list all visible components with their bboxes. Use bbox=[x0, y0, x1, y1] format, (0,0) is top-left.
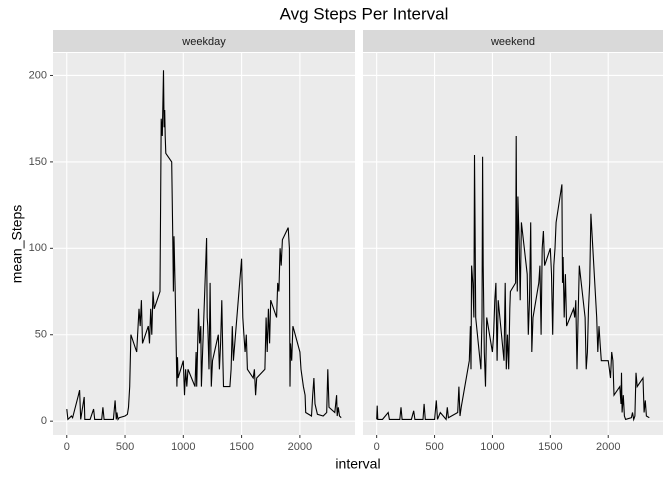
panel-background bbox=[53, 53, 355, 435]
x-tick-label: 1000 bbox=[480, 441, 504, 453]
x-tick-label: 1500 bbox=[538, 441, 562, 453]
y-tick-label: 0 bbox=[41, 415, 47, 427]
x-tick-label: 0 bbox=[64, 441, 70, 453]
x-tick-label: 1500 bbox=[229, 441, 253, 453]
x-tick-label: 2000 bbox=[596, 441, 620, 453]
chart-title: Avg Steps Per Interval bbox=[280, 4, 449, 23]
x-tick-label: 0 bbox=[374, 441, 380, 453]
y-tick-label: 100 bbox=[29, 242, 47, 254]
x-tick-label: 2000 bbox=[288, 441, 312, 453]
strip-label: weekend bbox=[490, 36, 535, 48]
x-tick-label: 500 bbox=[116, 441, 134, 453]
x-axis-label: interval bbox=[335, 456, 380, 472]
strip-label: weekday bbox=[181, 36, 226, 48]
panel-background bbox=[363, 53, 663, 435]
y-axis-label: mean_Steps bbox=[9, 205, 25, 284]
strip-background bbox=[363, 30, 663, 52]
strip-background bbox=[53, 30, 355, 52]
x-tick-label: 500 bbox=[425, 441, 443, 453]
line bbox=[376, 135, 650, 422]
x-tick-label: 1000 bbox=[171, 441, 195, 453]
y-tick-label: 50 bbox=[35, 329, 47, 341]
line bbox=[66, 70, 342, 421]
y-tick-label: 200 bbox=[29, 69, 47, 81]
y-tick-label: 150 bbox=[29, 156, 47, 168]
